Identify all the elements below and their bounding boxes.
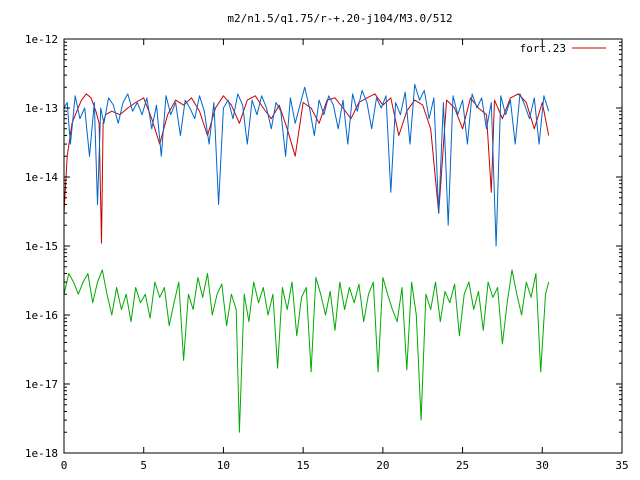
x-tick-label: 20: [376, 459, 389, 472]
series-line-2: [63, 83, 550, 247]
series-line-3: [63, 269, 550, 433]
series-line-1: [63, 93, 550, 244]
y-tick-label: 1e-12: [25, 33, 58, 46]
y-tick-label: 1e-14: [25, 171, 58, 184]
x-tick-label: 5: [140, 459, 147, 472]
axis-layer: 0 5 10 15 20 25 30 35 1e-18 1e-17 1e-16 1e-15 1e-14 1…: [25, 33, 629, 472]
y-tick-label: 1e-17: [25, 378, 58, 391]
series-layer: [63, 83, 550, 433]
legend: fort.23: [520, 42, 606, 55]
x-tick-label: 35: [615, 459, 628, 472]
chart-title: m2/n1.5/q1.75/r-+.20-j104/M3.0/512: [227, 12, 452, 25]
x-tick-label: 25: [456, 459, 469, 472]
x-tick-label: 15: [297, 459, 310, 472]
legend-label-fort-23: fort.23: [520, 42, 566, 55]
y-tick-label: 1e-13: [25, 102, 58, 115]
y-tick-label: 1e-16: [25, 309, 58, 322]
x-tick-label: 0: [61, 459, 68, 472]
y-tick-label: 1e-15: [25, 240, 58, 253]
y-tick-label: 1e-18: [25, 447, 58, 460]
x-tick-label: 30: [536, 459, 549, 472]
x-tick-label: 10: [217, 459, 230, 472]
